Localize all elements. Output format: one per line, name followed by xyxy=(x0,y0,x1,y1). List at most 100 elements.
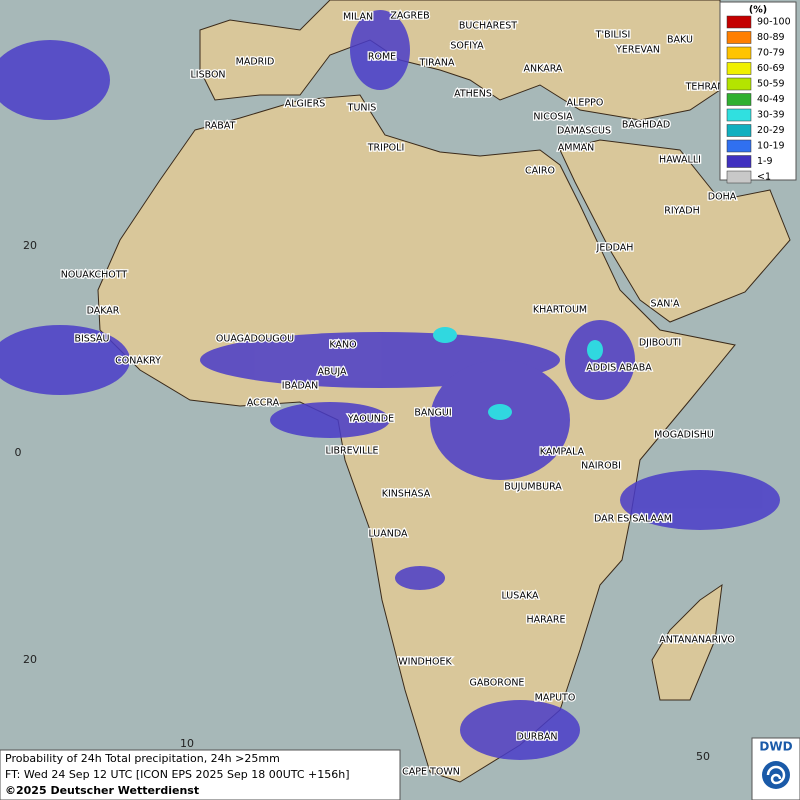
legend-label: 50-59 xyxy=(757,79,785,90)
city-label: TIRANA xyxy=(419,58,455,69)
city-label: DAR ES SALAAM xyxy=(594,514,672,525)
city-label: ADDIS ABABA xyxy=(586,363,652,374)
city-label: DURBAN xyxy=(517,732,558,743)
logo-swirl xyxy=(766,765,786,785)
legend-swatch xyxy=(726,93,752,106)
legend-swatch xyxy=(726,46,752,60)
city-label: DAMASCUS xyxy=(557,126,611,137)
legend-swatch xyxy=(726,139,752,153)
arabia xyxy=(559,139,791,323)
precip-area xyxy=(620,470,780,530)
legend-label: 70-79 xyxy=(757,48,785,59)
legend-label: 90-100 xyxy=(757,17,791,28)
legend-swatch xyxy=(726,124,752,137)
city-label: OUAGADOUGOU xyxy=(216,334,294,345)
madagascar xyxy=(651,583,723,701)
caption-line: FT: Wed 24 Sep 12 UTC [ICON EPS 2025 Sep… xyxy=(5,768,350,781)
city-label: LISBON xyxy=(190,70,225,81)
precip-area xyxy=(270,402,390,438)
city-label: ANTANANARIVO xyxy=(659,635,735,646)
caption: Probability of 24h Total precipitation, … xyxy=(0,749,401,800)
europe-asia xyxy=(199,0,721,121)
land xyxy=(97,0,791,783)
city-label: DJIBOUTI xyxy=(639,338,681,349)
city-label: KAMPALA xyxy=(540,447,585,458)
city-label: NOUAKCHOTT xyxy=(61,270,128,281)
city-label: YEREVAN xyxy=(615,45,660,56)
city-label: ALGIERS xyxy=(285,99,326,110)
city-label: TRIPOLI xyxy=(367,143,405,154)
city-label: KINSHASA xyxy=(382,489,431,500)
city-label: JEDDAH xyxy=(596,243,634,254)
legend-label: 20-29 xyxy=(757,125,785,136)
city-label: NAIROBI xyxy=(581,461,621,472)
precip-area xyxy=(587,340,603,360)
precip-area xyxy=(0,40,110,120)
legend-swatch xyxy=(726,155,752,168)
city-label: BUJUMBURA xyxy=(504,482,562,493)
precip-area xyxy=(395,566,445,590)
precipitation-high xyxy=(433,327,603,420)
city-label: HAWALLI xyxy=(659,155,701,166)
city-label: BANGUI xyxy=(414,408,451,419)
precip-area xyxy=(565,320,635,400)
city-label: TEHRAN xyxy=(685,82,725,93)
grid-label: 0 xyxy=(15,446,22,459)
city-label: ABUJA xyxy=(317,367,347,378)
city-label: T'BILISI xyxy=(595,30,631,41)
legend-label: 1-9 xyxy=(757,156,773,167)
city-label: ATHENS xyxy=(454,89,492,100)
city-label: LIBREVILLE xyxy=(325,446,378,457)
city-label: SAN'A xyxy=(651,299,680,310)
city-label: AMMAN xyxy=(558,143,595,154)
logo: DWD xyxy=(751,737,800,800)
precip-area xyxy=(0,325,130,395)
city-label: WINDHOEK xyxy=(398,657,452,668)
legend-box xyxy=(719,1,797,181)
city-label: BISSAU xyxy=(74,334,109,345)
legend-label: 60-69 xyxy=(757,63,785,74)
legend-title: (%) xyxy=(749,5,767,16)
city-label: TUNIS xyxy=(347,103,377,114)
legend-items: 90-100 80-89 70-79 60-69 50-59 40-49 30-39 20-2… xyxy=(726,15,791,184)
precip-area xyxy=(488,404,512,420)
africa xyxy=(97,94,736,783)
caption-line: ©2025 Deutscher Wetterdienst xyxy=(5,784,199,797)
precipitation xyxy=(0,10,780,760)
city-label: GABORONE xyxy=(470,678,525,689)
city-label: CONAKRY xyxy=(115,356,161,367)
grid-label: 50 xyxy=(696,750,710,763)
city-label: MADRID xyxy=(236,57,275,68)
city-label: KHARTOUM xyxy=(533,305,587,316)
legend-label: <1 xyxy=(757,172,771,183)
precip-area xyxy=(433,327,457,343)
city-label: MILAN xyxy=(343,12,373,23)
legend-swatch xyxy=(726,62,752,75)
labels: MILAN ZAGREB BUCHAREST T'BILISI BAKU ROME SOFI… xyxy=(15,9,738,779)
precip-area xyxy=(350,10,410,90)
city-label: BAKU xyxy=(667,35,693,46)
grid-label: 10 xyxy=(180,737,194,750)
grid-label: 20 xyxy=(23,653,37,666)
city-label: ZAGREB xyxy=(390,11,429,22)
city-label: RIYADH xyxy=(664,206,699,217)
city-label: ANKARA xyxy=(524,64,563,75)
city-label: KANO xyxy=(329,340,356,351)
legend: (%) 90-100 80-89 70-79 60-69 50-59 40-49 30-39… xyxy=(719,1,797,184)
city-label: LUANDA xyxy=(368,529,408,540)
city-label: IBADAN xyxy=(282,381,319,392)
city-label: BUCHAREST xyxy=(459,21,517,32)
city-label: YAOUNDE xyxy=(347,414,394,425)
city-label: RABAT xyxy=(205,121,236,132)
legend-label: 40-49 xyxy=(757,94,785,105)
legend-swatch xyxy=(726,15,752,29)
city-label: CAPE TOWN xyxy=(402,767,460,778)
city-label: ALEPPO xyxy=(567,98,604,109)
legend-swatch xyxy=(726,108,752,122)
legend-label: 10-19 xyxy=(757,141,785,152)
caption-line: Probability of 24h Total precipitation, … xyxy=(5,752,280,765)
legend-swatch xyxy=(726,31,752,44)
city-label: MAPUTO xyxy=(535,693,576,704)
